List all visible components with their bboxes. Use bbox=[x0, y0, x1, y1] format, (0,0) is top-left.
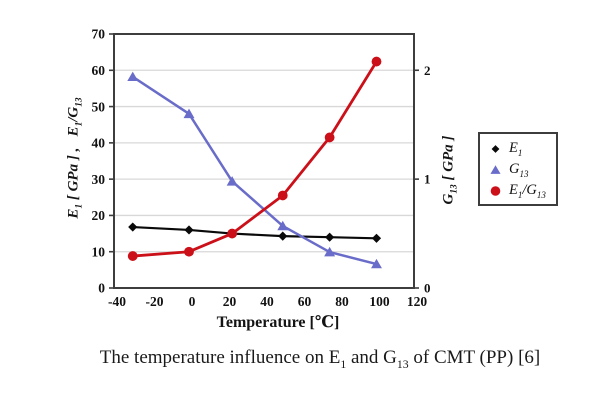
svg-text:120: 120 bbox=[407, 294, 428, 309]
svg-text:70: 70 bbox=[92, 27, 106, 42]
y-axis-right-title-text: G13 [ GPa ] bbox=[440, 135, 460, 205]
figure-caption: The temperature influence on E1 and G13 … bbox=[0, 347, 600, 371]
svg-text:0: 0 bbox=[189, 294, 196, 309]
legend: E1 G13 E1/G13 bbox=[478, 132, 558, 206]
svg-text:100: 100 bbox=[369, 294, 390, 309]
svg-text:50: 50 bbox=[92, 99, 106, 114]
svg-text:-40: -40 bbox=[108, 294, 126, 309]
y-axis-left-title-text: E1 [ GPa ] , E1/G13 bbox=[65, 97, 85, 219]
legend-item-e1: E1 bbox=[489, 140, 556, 157]
svg-text:2: 2 bbox=[424, 63, 431, 78]
series-e1 bbox=[128, 222, 382, 243]
svg-text:-20: -20 bbox=[146, 294, 164, 309]
series-g13 bbox=[127, 71, 382, 269]
svg-text:60: 60 bbox=[92, 63, 106, 78]
legend-label-e1: E1 bbox=[509, 139, 523, 158]
svg-text:60: 60 bbox=[298, 294, 312, 309]
y-left-tick-labels: 0 10 20 30 40 50 60 70 bbox=[92, 27, 106, 296]
svg-text:0: 0 bbox=[98, 281, 105, 296]
plot-frame bbox=[113, 33, 415, 289]
figure-caption-text: The temperature influence on E1 and G13 … bbox=[99, 347, 541, 371]
svg-text:40: 40 bbox=[260, 294, 274, 309]
series-e1-over-g13 bbox=[127, 56, 382, 261]
x-tick-labels: -40 -20 0 20 40 60 80 100 120 bbox=[108, 294, 427, 309]
svg-text:20: 20 bbox=[223, 294, 237, 309]
svg-text:10: 10 bbox=[92, 244, 106, 259]
legend-item-g13: G13 bbox=[489, 161, 556, 178]
svg-text:1: 1 bbox=[424, 172, 431, 187]
gridlines bbox=[114, 69, 414, 253]
svg-text:80: 80 bbox=[335, 294, 349, 309]
svg-text:40: 40 bbox=[92, 136, 106, 151]
e1-marker-swatch bbox=[491, 144, 500, 153]
legend-item-e1-over-g13: E1/G13 bbox=[489, 182, 556, 199]
legend-label-g13: G13 bbox=[509, 160, 529, 179]
svg-text:30: 30 bbox=[92, 172, 106, 187]
svg-text:20: 20 bbox=[92, 208, 106, 223]
y-right-tick-labels: 0 1 2 bbox=[424, 63, 431, 296]
svg-text:0: 0 bbox=[424, 281, 431, 296]
legend-label-e1-over-g13: E1/G13 bbox=[509, 181, 546, 200]
e1-over-g13-marker-swatch bbox=[490, 185, 501, 196]
g13-marker-swatch bbox=[490, 164, 501, 174]
x-axis-title: Temperature [℃] bbox=[216, 314, 340, 331]
axis-ticks bbox=[109, 33, 419, 289]
